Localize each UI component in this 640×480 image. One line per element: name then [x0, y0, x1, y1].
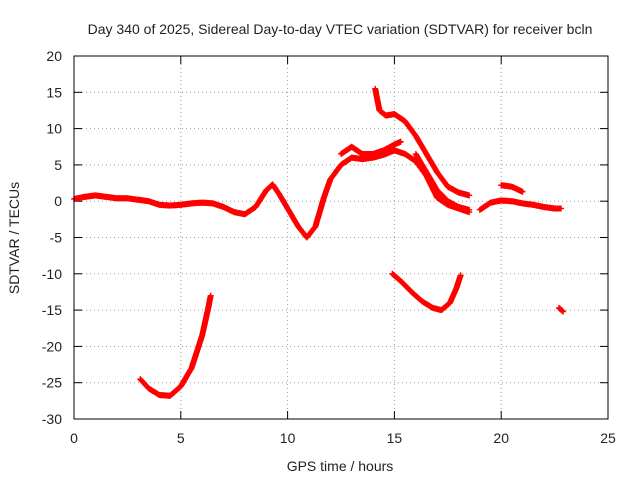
- x-tick-label: 20: [493, 430, 509, 446]
- y-tick-labels: 20 15 10 5 0 -5 -10 -15 -20 -25 -30: [42, 48, 62, 427]
- data-point: [560, 308, 567, 315]
- data-point: [558, 205, 564, 212]
- y-tick-label: -15: [42, 302, 62, 318]
- y-tick-label: 0: [54, 193, 62, 209]
- track-spike: [372, 85, 473, 199]
- track-mid-negative: [389, 270, 464, 314]
- data-point: [457, 272, 464, 279]
- y-tick-label: -25: [42, 375, 62, 391]
- data-point: [207, 292, 214, 299]
- track-main-morning: [71, 147, 473, 241]
- y-tick-label: -10: [42, 266, 62, 282]
- x-tick-label: 5: [177, 430, 185, 446]
- plot-frame: [73, 55, 609, 420]
- data-point: [519, 188, 526, 195]
- grid-lines: [74, 56, 608, 419]
- x-tick-label: 15: [387, 430, 403, 446]
- y-tick-label: 15: [46, 84, 62, 100]
- y-tick-label: 10: [46, 121, 62, 137]
- data-point: [466, 192, 473, 199]
- track-evening: [476, 197, 564, 213]
- track-isolated: [555, 304, 567, 315]
- x-axis-label: GPS time / hours: [287, 458, 394, 474]
- data-point: [559, 307, 566, 314]
- y-tick-label: -30: [42, 411, 62, 427]
- y-axis-label: SDTVAR / TECUs: [6, 182, 22, 294]
- data-point: [397, 138, 404, 145]
- data-points: [71, 85, 567, 399]
- y-tick-label: 20: [46, 48, 62, 64]
- data-point: [466, 206, 473, 213]
- chart-title: Day 340 of 2025, Sidereal Day-to-day VTE…: [88, 21, 593, 37]
- y-tick-label: 5: [54, 157, 62, 173]
- track-evening-bump: [498, 182, 526, 195]
- track-upper-branch: [338, 138, 404, 157]
- track-negative-arc: [137, 292, 214, 399]
- x-tick-label: 25: [600, 430, 616, 446]
- x-tick-label: 0: [70, 430, 78, 446]
- y-tick-label: -5: [50, 230, 63, 246]
- track-afternoon-lower: [412, 151, 473, 213]
- y-tick-label: -20: [42, 338, 62, 354]
- x-tick-label: 10: [280, 430, 296, 446]
- x-tick-labels: 0 5 10 15 20 25: [70, 430, 616, 446]
